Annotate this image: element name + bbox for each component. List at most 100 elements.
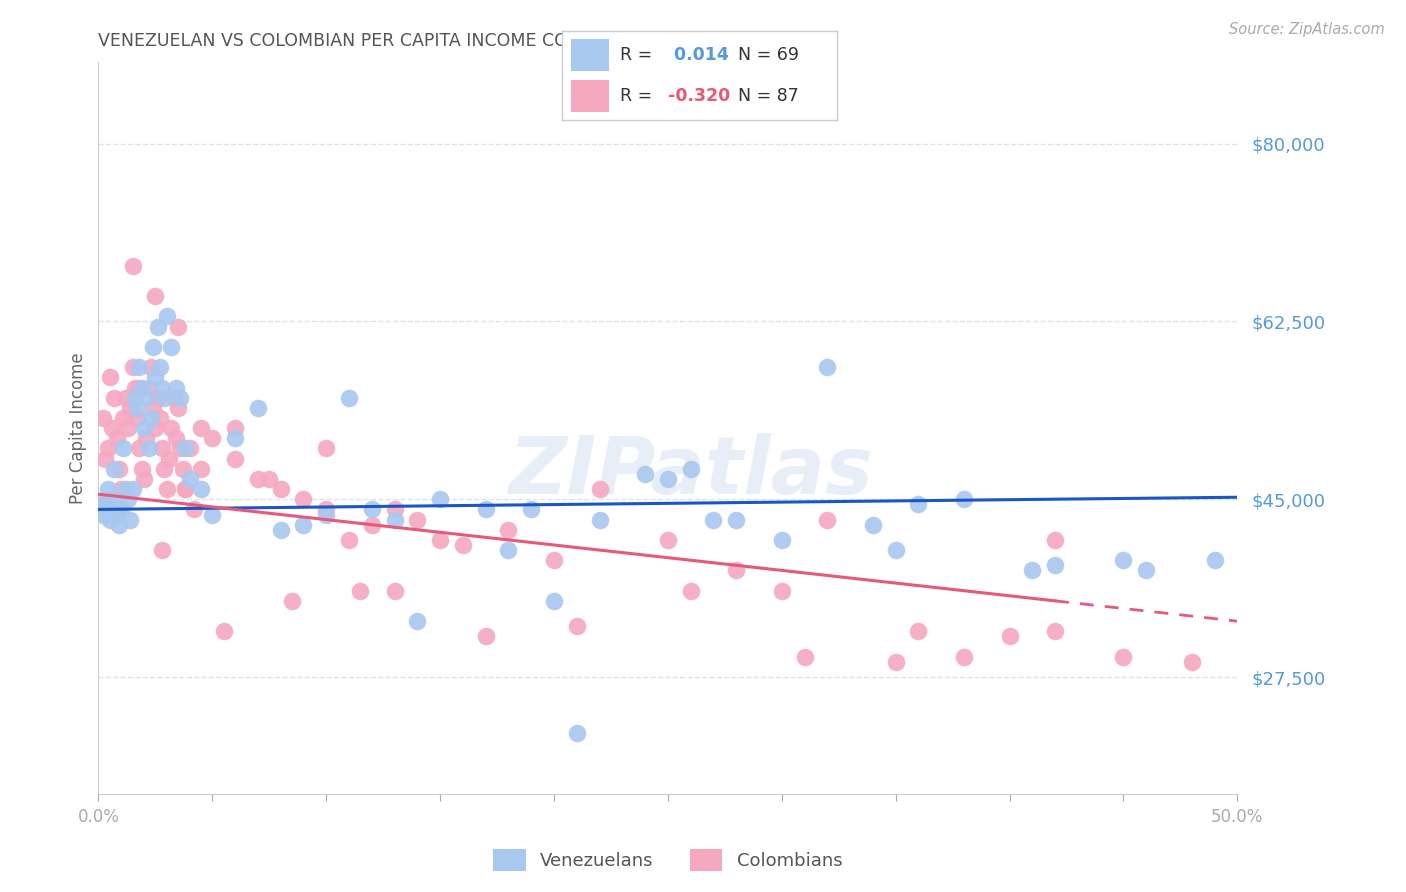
Point (183, 502, 205, 516)
Point (384, 502, 406, 516)
Point (139, 411, 162, 425)
Point (138, 442, 160, 456)
Point (127, 411, 149, 425)
Point (702, 512, 724, 526)
Point (103, 391, 125, 405)
Point (657, 472, 679, 486)
Point (172, 462, 194, 476)
Point (270, 523, 292, 537)
Text: R =: R = (620, 87, 658, 105)
Point (190, 482, 212, 496)
Point (131, 380, 153, 394)
Point (120, 401, 142, 415)
Point (474, 502, 496, 516)
Point (90, 497, 112, 511)
Point (94, 497, 117, 511)
Point (360, 502, 382, 516)
Point (98, 512, 121, 526)
Point (128, 380, 150, 394)
Point (114, 482, 136, 496)
Point (315, 442, 337, 456)
Point (101, 492, 124, 507)
Point (91, 508, 114, 522)
Point (474, 629, 496, 643)
Point (156, 482, 179, 496)
Point (1204, 553, 1226, 567)
Point (174, 482, 197, 496)
Point (139, 360, 162, 375)
Point (131, 462, 153, 476)
Point (150, 442, 173, 456)
Point (793, 649, 815, 664)
Point (406, 512, 429, 526)
Point (384, 512, 406, 526)
Point (174, 442, 197, 456)
Point (135, 391, 157, 405)
Point (149, 360, 172, 375)
Point (108, 462, 131, 476)
Point (146, 391, 169, 405)
Point (315, 508, 337, 522)
Point (451, 538, 474, 552)
Point (657, 533, 679, 547)
Text: 0.014: 0.014 (668, 46, 728, 64)
Point (90, 502, 112, 516)
Point (112, 442, 135, 456)
Point (96, 442, 118, 456)
Point (157, 451, 180, 466)
Point (907, 497, 929, 511)
Point (725, 512, 748, 526)
Point (815, 512, 838, 526)
Point (884, 655, 907, 669)
Point (135, 431, 157, 445)
Point (121, 259, 143, 273)
Point (179, 442, 201, 456)
Point (543, 594, 565, 608)
Point (160, 340, 183, 354)
Point (165, 431, 187, 445)
Point (146, 319, 169, 334)
Point (588, 482, 610, 496)
Point (543, 553, 565, 567)
Text: VENEZUELAN VS COLOMBIAN PER CAPITA INCOME CORRELATION CHART: VENEZUELAN VS COLOMBIAN PER CAPITA INCOM… (98, 32, 731, 50)
Point (91, 411, 114, 425)
Point (224, 431, 246, 445)
Point (142, 401, 165, 415)
Text: -0.320: -0.320 (668, 87, 730, 105)
Point (128, 442, 150, 456)
Point (165, 380, 187, 394)
Point (153, 462, 176, 476)
Point (160, 421, 183, 435)
Point (1181, 655, 1204, 669)
Point (105, 502, 128, 516)
Point (1112, 649, 1135, 664)
Legend: Venezuelans, Colombians: Venezuelans, Colombians (484, 840, 852, 880)
Point (117, 492, 139, 507)
Point (190, 421, 212, 435)
Point (121, 482, 143, 496)
Point (114, 391, 136, 405)
Point (98, 370, 121, 384)
Point (565, 726, 588, 740)
Point (132, 421, 155, 435)
Point (349, 583, 371, 598)
Point (315, 502, 337, 516)
Point (725, 563, 748, 577)
Point (169, 442, 191, 456)
Point (429, 533, 451, 547)
Point (1135, 563, 1157, 577)
Point (224, 451, 246, 466)
Point (201, 508, 224, 522)
Text: N = 69: N = 69 (727, 46, 799, 64)
Point (128, 360, 150, 375)
Point (406, 614, 429, 628)
Point (169, 391, 191, 405)
Point (110, 482, 132, 496)
Point (498, 523, 520, 537)
Point (565, 619, 588, 633)
Point (145, 370, 167, 384)
Point (167, 401, 190, 415)
Point (770, 583, 793, 598)
Point (498, 543, 520, 558)
Point (224, 421, 246, 435)
